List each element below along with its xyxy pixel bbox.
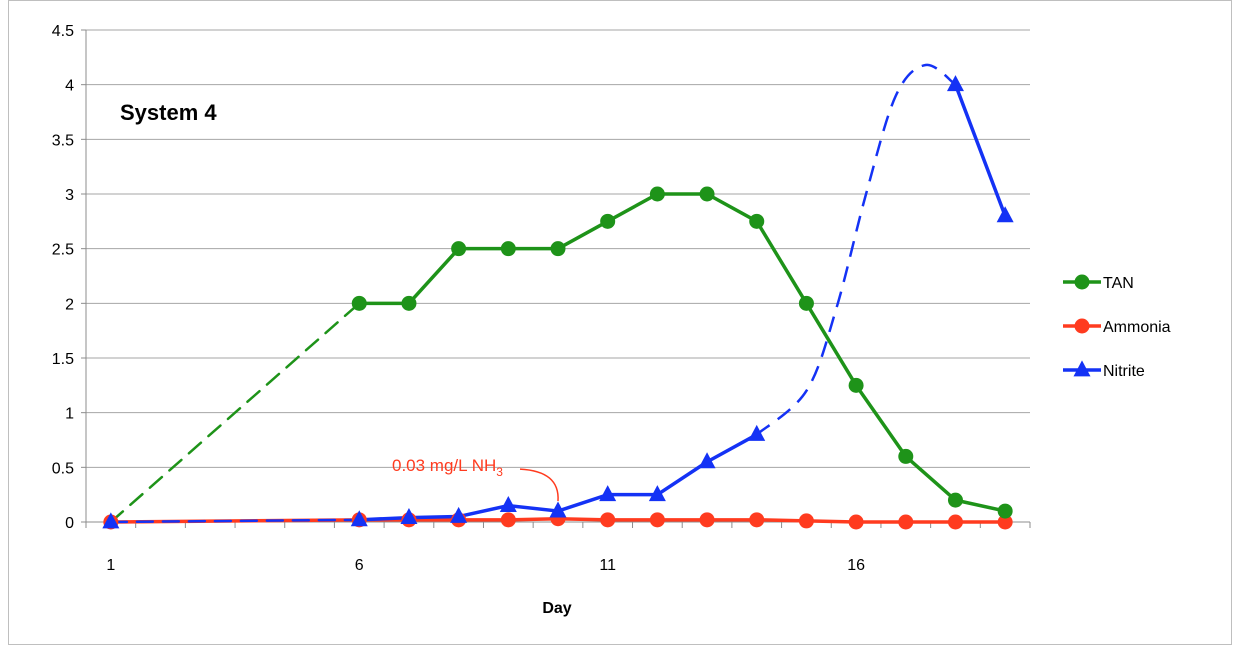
tan-point [749,213,765,229]
tan-point [699,186,715,202]
tan-point [600,213,616,229]
ammonia-line-segment [754,518,809,523]
legend-label-ammonia: Ammonia [1103,319,1171,336]
nitrite-point [996,206,1014,223]
tan-line-segment [556,219,610,251]
nitrite-line-segment [705,432,759,464]
nitrite-point [499,496,517,512]
tan-point [401,295,417,311]
ammonia-point [997,514,1013,530]
tan-line-segment [109,302,361,524]
legend-marker-nitrite [1073,360,1091,377]
nitrite-point [350,510,368,527]
tan-point [898,448,914,464]
annotation: 0.03 mg/L NH3 [392,456,559,502]
nitrite-dashed-curve [755,63,957,436]
legend-marker-tan [1074,274,1090,290]
nitrite-point [400,508,418,525]
ammonia-point [798,513,814,529]
y-tick-label: 3 [65,187,74,204]
ammonia-point [699,512,715,528]
ammonia-point [649,512,665,528]
annotation-leader-line [519,468,559,502]
tan-point [500,241,516,257]
ammonia-point [749,512,765,528]
tan-point [798,295,814,311]
ammonia-line-segment [556,516,610,522]
y-tick-label: 1.5 [52,351,74,368]
nitrite-point [748,424,766,441]
y-tick-label: 1 [65,406,74,423]
tan-line-segment [854,383,908,459]
legend-marker-ammonia [1074,318,1090,334]
nitrite-point [549,501,567,518]
tan-line-segment [705,192,759,224]
annotation-subscript: 3 [496,465,503,479]
series-markers [102,75,1014,530]
nitrite-point [102,512,120,529]
tan-line-segment [953,498,1007,513]
x-tick-label: 6 [355,557,364,574]
nitrite-line-segment [556,492,610,513]
nitrite-point [450,506,468,523]
y-tick-label: 3.5 [52,132,74,149]
annotation-main: 0.03 mg/L NH [392,456,496,475]
ammonia-point [500,512,516,528]
ammonia-line-segment [506,516,560,522]
legend-label-tan: TAN [1103,275,1134,292]
annotation-text: 0.03 mg/L NH3 [392,456,503,479]
legend: TAN Ammonia Nitrite [1063,274,1171,380]
tan-line-segment [605,192,660,224]
x-tick-label: 1 [106,557,115,574]
chart-title: System 4 [120,100,217,125]
x-tick-label: 16 [847,557,865,574]
y-tick-label: 0 [65,515,74,532]
tan-point [351,295,367,311]
tan-line-segment [407,246,461,306]
nitrite-line-segment [953,82,1007,218]
y-tick-label: 2.5 [52,242,74,259]
x-axis-title: Day [542,600,571,617]
ammonia-point [600,512,616,528]
ammonia-point [947,514,963,530]
y-tick-label: 4 [65,78,74,95]
tan-point [649,186,665,202]
nitrite-line-segment [655,460,709,497]
y-tick-label: 2 [65,296,74,313]
legend-label-nitrite: Nitrite [1103,363,1145,380]
nitrite-point [599,485,617,502]
y-tick-label: 0.5 [52,460,74,477]
nitrite-point [946,75,964,92]
nitrite-line-segment [407,514,461,520]
nitrite-line-segment [109,518,361,524]
tan-line-segment [804,301,858,388]
tan-point [947,492,963,508]
nitrite-point [698,452,716,469]
nitrite-point [648,485,666,502]
tan-line-segment [904,454,958,502]
y-tick-label: 4.5 [52,23,74,40]
tan-point [451,241,467,257]
nitrite-line-segment [506,503,560,513]
tan-point [997,503,1013,519]
tan-line-segment [754,219,809,306]
tan-point [848,377,864,393]
x-tick-label: 11 [599,557,616,574]
chart-frame [8,0,1232,645]
nitrite-line-segment [456,503,511,519]
series-lines [109,63,1007,524]
ammonia-point [848,514,864,530]
nitrite-line-segment [357,515,411,522]
ammonia-point [898,514,914,530]
ammonia-line-segment [804,519,858,524]
tan-point [550,241,566,257]
gridlines [86,29,1030,468]
